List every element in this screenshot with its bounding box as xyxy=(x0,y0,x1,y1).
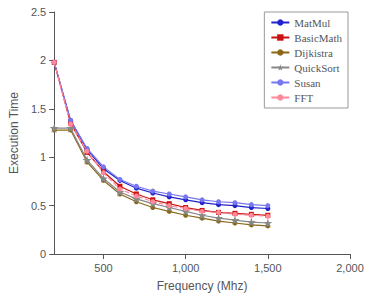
svg-text:0: 0 xyxy=(40,248,46,260)
svg-text:1: 1 xyxy=(40,151,46,163)
svg-text:1,500: 1,500 xyxy=(254,262,282,274)
svg-text:Susan: Susan xyxy=(294,77,321,89)
svg-text:2: 2 xyxy=(40,54,46,66)
svg-text:MatMul: MatMul xyxy=(294,17,330,29)
svg-text:1.5: 1.5 xyxy=(31,103,46,115)
svg-text:2.5: 2.5 xyxy=(31,6,46,18)
svg-text:QuickSort: QuickSort xyxy=(294,62,339,74)
svg-text:2,000: 2,000 xyxy=(336,262,364,274)
svg-text:FFT: FFT xyxy=(294,92,313,104)
svg-text:1,000: 1,000 xyxy=(172,262,200,274)
svg-text:0.5: 0.5 xyxy=(31,200,46,212)
svg-text:Execution Time: Execution Time xyxy=(7,92,21,174)
svg-text:Dijkistra: Dijkistra xyxy=(294,47,333,59)
svg-text:BasicMath: BasicMath xyxy=(294,32,342,44)
svg-text:500: 500 xyxy=(94,262,112,274)
svg-text:Frequency (Mhz): Frequency (Mhz) xyxy=(157,279,248,293)
